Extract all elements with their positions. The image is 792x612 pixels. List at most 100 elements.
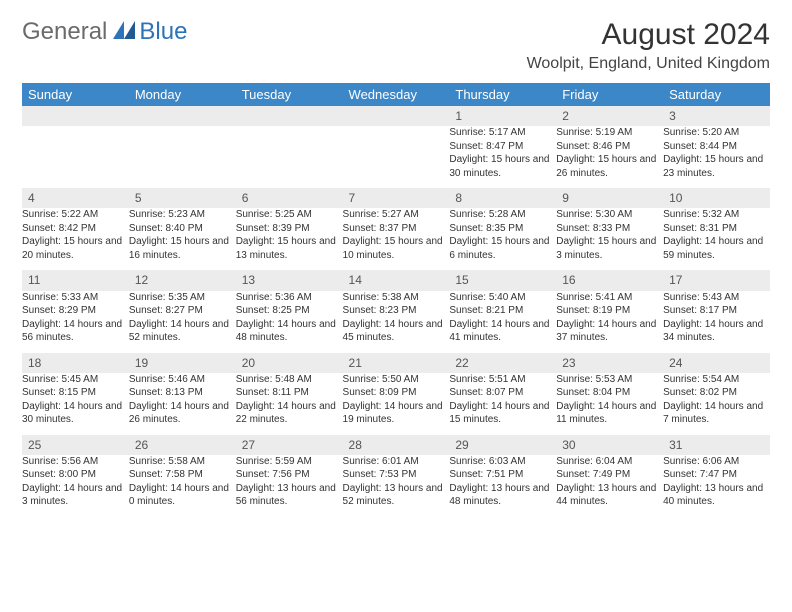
- day-number: 19: [129, 353, 236, 373]
- sunset-line: Sunset: 8:39 PM: [236, 222, 343, 236]
- weekday-header: Saturday: [663, 83, 770, 106]
- sunrise-line: Sunrise: 5:17 AM: [449, 126, 556, 140]
- title-block: August 2024 Woolpit, England, United Kin…: [527, 18, 770, 73]
- daylight-line: Daylight: 14 hours and 48 minutes.: [236, 318, 343, 345]
- daylight-line: Daylight: 15 hours and 23 minutes.: [663, 153, 770, 180]
- daylight-line: Daylight: 13 hours and 44 minutes.: [556, 482, 663, 509]
- day-detail-cell: Sunrise: 6:03 AMSunset: 7:51 PMDaylight:…: [449, 455, 556, 517]
- day-detail-cell: Sunrise: 5:53 AMSunset: 8:04 PMDaylight:…: [556, 373, 663, 435]
- day-number: [129, 106, 236, 122]
- header: General Blue August 2024 Woolpit, Englan…: [22, 18, 770, 73]
- sunset-line: Sunset: 8:40 PM: [129, 222, 236, 236]
- day-number-row: 11121314151617: [22, 270, 770, 290]
- day-number-cell: 13: [236, 270, 343, 290]
- daylight-line: Daylight: 14 hours and 0 minutes.: [129, 482, 236, 509]
- sunset-line: Sunset: 8:47 PM: [449, 140, 556, 154]
- sunrise-line: Sunrise: 5:48 AM: [236, 373, 343, 387]
- day-number-cell: 9: [556, 188, 663, 208]
- day-number-cell: 4: [22, 188, 129, 208]
- daylight-line: Daylight: 15 hours and 16 minutes.: [129, 235, 236, 262]
- day-number-cell: 24: [663, 353, 770, 373]
- daylight-line: Daylight: 13 hours and 56 minutes.: [236, 482, 343, 509]
- day-detail-row: Sunrise: 5:56 AMSunset: 8:00 PMDaylight:…: [22, 455, 770, 517]
- day-detail-cell: Sunrise: 5:28 AMSunset: 8:35 PMDaylight:…: [449, 208, 556, 270]
- day-number: 29: [449, 435, 556, 455]
- sunrise-line: Sunrise: 6:04 AM: [556, 455, 663, 469]
- day-number: 4: [22, 188, 129, 208]
- day-detail-cell: Sunrise: 6:06 AMSunset: 7:47 PMDaylight:…: [663, 455, 770, 517]
- day-number: 10: [663, 188, 770, 208]
- weekday-header: Sunday: [22, 83, 129, 106]
- day-detail-cell: Sunrise: 6:04 AMSunset: 7:49 PMDaylight:…: [556, 455, 663, 517]
- sunrise-line: Sunrise: 5:33 AM: [22, 291, 129, 305]
- day-detail-cell: Sunrise: 5:43 AMSunset: 8:17 PMDaylight:…: [663, 291, 770, 353]
- daylight-line: Daylight: 14 hours and 22 minutes.: [236, 400, 343, 427]
- day-detail-cell: Sunrise: 5:23 AMSunset: 8:40 PMDaylight:…: [129, 208, 236, 270]
- sunrise-line: Sunrise: 5:20 AM: [663, 126, 770, 140]
- sunrise-line: Sunrise: 5:53 AM: [556, 373, 663, 387]
- day-number: 11: [22, 270, 129, 290]
- daylight-line: Daylight: 15 hours and 3 minutes.: [556, 235, 663, 262]
- day-number: 2: [556, 106, 663, 126]
- day-number: 1: [449, 106, 556, 126]
- day-number: 31: [663, 435, 770, 455]
- day-detail-cell: Sunrise: 5:56 AMSunset: 8:00 PMDaylight:…: [22, 455, 129, 517]
- day-number: 28: [343, 435, 450, 455]
- day-number-cell: [129, 106, 236, 126]
- location-label: Woolpit, England, United Kingdom: [527, 55, 770, 73]
- day-number: 23: [556, 353, 663, 373]
- day-detail-cell: [343, 126, 450, 188]
- sunset-line: Sunset: 7:51 PM: [449, 468, 556, 482]
- sunrise-line: Sunrise: 5:27 AM: [343, 208, 450, 222]
- day-number: 30: [556, 435, 663, 455]
- sunrise-line: Sunrise: 5:19 AM: [556, 126, 663, 140]
- sunset-line: Sunset: 8:35 PM: [449, 222, 556, 236]
- weekday-header: Thursday: [449, 83, 556, 106]
- day-number: 5: [129, 188, 236, 208]
- sunrise-line: Sunrise: 5:51 AM: [449, 373, 556, 387]
- day-detail-cell: Sunrise: 6:01 AMSunset: 7:53 PMDaylight:…: [343, 455, 450, 517]
- daylight-line: Daylight: 14 hours and 34 minutes.: [663, 318, 770, 345]
- daylight-line: Daylight: 13 hours and 52 minutes.: [343, 482, 450, 509]
- calendar-body: 123Sunrise: 5:17 AMSunset: 8:47 PMDaylig…: [22, 106, 770, 517]
- day-detail-cell: [236, 126, 343, 188]
- sunrise-line: Sunrise: 5:40 AM: [449, 291, 556, 305]
- sunrise-line: Sunrise: 5:58 AM: [129, 455, 236, 469]
- day-number: 3: [663, 106, 770, 126]
- daylight-line: Daylight: 13 hours and 40 minutes.: [663, 482, 770, 509]
- daylight-line: Daylight: 14 hours and 3 minutes.: [22, 482, 129, 509]
- sunset-line: Sunset: 8:33 PM: [556, 222, 663, 236]
- sunrise-line: Sunrise: 5:46 AM: [129, 373, 236, 387]
- day-number-cell: 14: [343, 270, 450, 290]
- sunrise-line: Sunrise: 5:41 AM: [556, 291, 663, 305]
- weekday-header: Friday: [556, 83, 663, 106]
- day-detail-cell: Sunrise: 5:50 AMSunset: 8:09 PMDaylight:…: [343, 373, 450, 435]
- day-number-cell: 3: [663, 106, 770, 126]
- day-detail-cell: Sunrise: 5:38 AMSunset: 8:23 PMDaylight:…: [343, 291, 450, 353]
- day-detail-cell: Sunrise: 5:35 AMSunset: 8:27 PMDaylight:…: [129, 291, 236, 353]
- sunset-line: Sunset: 8:13 PM: [129, 386, 236, 400]
- daylight-line: Daylight: 14 hours and 52 minutes.: [129, 318, 236, 345]
- sunrise-line: Sunrise: 5:28 AM: [449, 208, 556, 222]
- day-number-cell: 27: [236, 435, 343, 455]
- daylight-line: Daylight: 15 hours and 13 minutes.: [236, 235, 343, 262]
- sunset-line: Sunset: 8:11 PM: [236, 386, 343, 400]
- daylight-line: Daylight: 15 hours and 10 minutes.: [343, 235, 450, 262]
- day-number-cell: 21: [343, 353, 450, 373]
- day-number-cell: 19: [129, 353, 236, 373]
- daylight-line: Daylight: 14 hours and 56 minutes.: [22, 318, 129, 345]
- sunrise-line: Sunrise: 5:36 AM: [236, 291, 343, 305]
- sunrise-line: Sunrise: 5:23 AM: [129, 208, 236, 222]
- sunrise-line: Sunrise: 5:25 AM: [236, 208, 343, 222]
- logo-triangle-icon: [113, 21, 135, 44]
- day-detail-cell: Sunrise: 5:17 AMSunset: 8:47 PMDaylight:…: [449, 126, 556, 188]
- daylight-line: Daylight: 14 hours and 7 minutes.: [663, 400, 770, 427]
- day-number: 13: [236, 270, 343, 290]
- day-detail-cell: [129, 126, 236, 188]
- day-number-cell: 16: [556, 270, 663, 290]
- day-detail-cell: Sunrise: 5:54 AMSunset: 8:02 PMDaylight:…: [663, 373, 770, 435]
- day-number-cell: 17: [663, 270, 770, 290]
- day-detail-cell: Sunrise: 5:45 AMSunset: 8:15 PMDaylight:…: [22, 373, 129, 435]
- day-number-row: 123: [22, 106, 770, 126]
- sunrise-line: Sunrise: 5:54 AM: [663, 373, 770, 387]
